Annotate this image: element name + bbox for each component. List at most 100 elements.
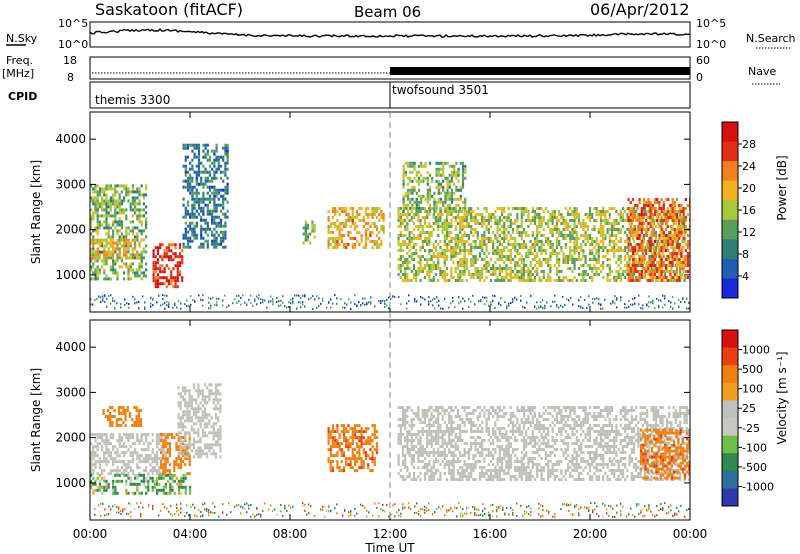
echo-cell bbox=[465, 261, 468, 264]
echo-cell bbox=[608, 216, 611, 219]
echo-cell bbox=[127, 226, 130, 230]
echo-cell bbox=[176, 270, 179, 274]
echo-cell bbox=[226, 306, 228, 308]
echo-cell bbox=[656, 270, 659, 273]
echo-cell bbox=[101, 445, 104, 449]
echo-cell bbox=[641, 219, 644, 222]
echo-cell bbox=[145, 479, 148, 483]
echo-cell bbox=[636, 231, 639, 234]
echo-cell bbox=[191, 239, 194, 243]
echo-cell bbox=[586, 234, 589, 237]
echo-cell bbox=[184, 448, 187, 452]
echo-cell bbox=[424, 161, 427, 165]
echo-cell bbox=[397, 234, 400, 237]
echo-cell bbox=[131, 232, 134, 236]
echo-cell bbox=[101, 485, 104, 489]
echo-cell bbox=[204, 167, 207, 171]
echo-cell bbox=[419, 210, 422, 213]
echo-cell bbox=[138, 208, 141, 212]
echo-cell bbox=[144, 306, 146, 309]
echo-cell bbox=[107, 214, 110, 218]
echo-cell bbox=[174, 302, 176, 305]
echo-cell bbox=[571, 228, 574, 231]
echo-cell bbox=[632, 225, 636, 228]
echo-cell bbox=[686, 255, 690, 258]
echo-cell bbox=[684, 301, 686, 304]
echo-cell bbox=[630, 222, 633, 225]
echo-cell bbox=[445, 234, 449, 237]
echo-cell bbox=[551, 243, 554, 246]
echo-cell bbox=[660, 240, 663, 243]
echo-cell bbox=[647, 270, 650, 273]
echo-cell bbox=[604, 237, 607, 240]
echo-cell bbox=[411, 185, 414, 189]
echo-cell bbox=[681, 216, 684, 219]
echo-cell bbox=[334, 222, 337, 225]
echo-cell bbox=[189, 185, 192, 189]
echo-cell bbox=[428, 173, 432, 177]
echo-cell bbox=[103, 244, 106, 248]
echo-cell bbox=[342, 222, 346, 225]
echo-cell bbox=[485, 207, 488, 210]
echo-cell bbox=[163, 276, 166, 280]
echo-cell bbox=[280, 299, 282, 302]
echo-cell bbox=[109, 241, 112, 245]
echo-cell bbox=[222, 233, 225, 237]
echo-cell bbox=[125, 482, 128, 486]
echo-cell bbox=[160, 463, 163, 467]
echo-cell bbox=[222, 304, 224, 307]
echo-cell bbox=[193, 224, 196, 228]
echo-cell bbox=[595, 207, 598, 210]
echo-cell bbox=[680, 249, 683, 252]
echo-cell bbox=[106, 297, 108, 300]
echo-cell bbox=[423, 258, 427, 261]
echo-cell bbox=[550, 305, 552, 308]
echo-cell bbox=[597, 252, 600, 255]
echo-cell bbox=[437, 228, 440, 231]
echo-cell bbox=[658, 305, 660, 307]
echo-cell bbox=[544, 261, 548, 264]
echo-cell bbox=[371, 222, 374, 225]
echo-cell bbox=[200, 200, 203, 204]
echo-cell bbox=[503, 210, 506, 213]
echo-cell bbox=[674, 240, 677, 243]
echo-cell bbox=[142, 256, 145, 260]
echo-cell bbox=[222, 206, 225, 210]
echo-cell bbox=[404, 203, 407, 207]
echo-cell bbox=[412, 252, 416, 255]
echo-cell bbox=[485, 225, 488, 228]
echo-cell bbox=[112, 250, 115, 254]
echo-cell bbox=[629, 255, 632, 258]
echo-cell bbox=[421, 228, 424, 231]
echo-cell bbox=[129, 268, 132, 272]
echo-cell bbox=[162, 476, 165, 480]
echo-cell bbox=[426, 240, 429, 243]
echo-cell bbox=[463, 243, 466, 246]
echo-cell bbox=[658, 273, 661, 276]
echo-cell bbox=[408, 294, 410, 297]
echo-cell bbox=[182, 245, 185, 249]
echo-cell bbox=[102, 297, 104, 300]
echo-cell bbox=[433, 203, 436, 207]
echo-cell bbox=[520, 243, 523, 246]
echo-cell bbox=[508, 305, 510, 307]
echo-cell bbox=[564, 255, 567, 258]
echo-cell bbox=[186, 155, 190, 159]
echo-cell bbox=[197, 407, 200, 411]
echo-cell bbox=[179, 463, 182, 467]
echo-cell bbox=[122, 421, 125, 424]
echo-cell bbox=[128, 303, 130, 305]
echo-cell bbox=[613, 222, 616, 225]
echo-cell bbox=[136, 253, 139, 257]
echo-cell bbox=[516, 249, 519, 252]
echo-cell bbox=[604, 210, 607, 213]
echo-cell bbox=[118, 473, 121, 477]
echo-cell bbox=[151, 476, 154, 480]
echo-cell bbox=[136, 226, 139, 230]
echo-cell bbox=[327, 246, 330, 249]
echo-cell bbox=[428, 231, 431, 234]
echo-cell bbox=[620, 299, 622, 302]
echo-cell bbox=[117, 424, 121, 427]
noise-right-label: N.Search bbox=[746, 32, 796, 45]
